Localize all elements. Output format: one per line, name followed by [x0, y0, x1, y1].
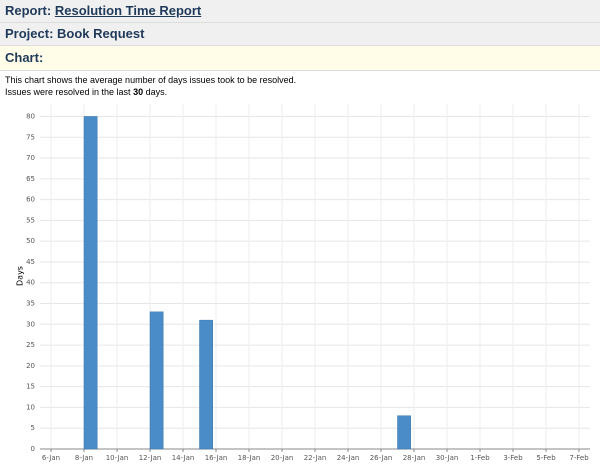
x-tick-label: 26-Jan	[370, 454, 393, 462]
report-link[interactable]: Resolution Time Report	[54, 3, 202, 18]
y-tick-label: 40	[26, 279, 35, 287]
x-tick-label: 24-Jan	[337, 454, 360, 462]
project-row: Project: Book Request	[0, 23, 600, 46]
label: Report:	[5, 3, 52, 18]
y-tick-label: 30	[26, 320, 35, 328]
y-tick-label: 55	[26, 216, 35, 224]
y-tick-label: 25	[26, 341, 35, 349]
x-tick-label: 16-Jan	[205, 454, 228, 462]
x-tick-label: 10-Jan	[106, 454, 129, 462]
x-tick-label: 20-Jan	[271, 454, 294, 462]
chart: Days 0 5 10 15 20 25 30 35 40 45 50 55 60 65 70 75 80 6-J…	[16, 104, 590, 462]
x-tick-label: 1-Feb	[470, 454, 490, 462]
days: 30	[133, 87, 144, 97]
y-axis-label: Days	[16, 266, 25, 286]
y-tick-label: 20	[26, 362, 35, 370]
text: Issues were resolved in the last	[5, 87, 131, 97]
y-tick-label: 70	[26, 154, 35, 162]
y-tick-label: 65	[26, 175, 35, 183]
bar	[83, 116, 98, 450]
desc-line: This chart shows the average number of d…	[5, 75, 297, 85]
x-tick-label: 12-Jan	[139, 454, 162, 462]
y-tick-label: 0	[31, 445, 35, 453]
x-tick-label: 7-Feb	[569, 454, 589, 462]
project-name: Book Request	[57, 26, 145, 41]
desc-line: Issues were resolved in the last 30 days…	[5, 86, 600, 98]
y-tick-label: 10	[26, 403, 35, 411]
y-tick-label: 15	[26, 383, 35, 391]
y-tick-label: 5	[31, 424, 35, 432]
y-tick-label: 45	[26, 258, 35, 266]
report-row: Report: Resolution Time Report	[0, 0, 600, 23]
x-tick-label: 28-Jan	[403, 454, 426, 462]
x-tick-label: 22-Jan	[304, 454, 327, 462]
bar	[199, 319, 213, 450]
chart-heading: Chart:	[0, 46, 600, 71]
x-tick-label: 14-Jan	[172, 454, 195, 462]
text: days.	[145, 87, 168, 97]
x-tick-label: 8-Jan	[75, 454, 93, 462]
x-tick-label: 30-Jan	[436, 454, 459, 462]
x-tick-label: 3-Feb	[503, 454, 523, 462]
bar	[149, 311, 164, 450]
x-tick-label: 5-Feb	[536, 454, 556, 462]
x-tick-label: 18-Jan	[238, 454, 261, 462]
y-tick-label: 75	[26, 133, 35, 141]
label: Project:	[5, 26, 54, 41]
y-tick-label: 50	[26, 237, 35, 245]
description: This chart shows the average number of d…	[0, 74, 600, 98]
y-tick-label: 80	[26, 112, 35, 120]
y-tick-label: 60	[26, 196, 35, 204]
y-tick-label: 35	[26, 300, 35, 308]
bar	[397, 415, 411, 450]
x-tick-label: 6-Jan	[42, 454, 60, 462]
